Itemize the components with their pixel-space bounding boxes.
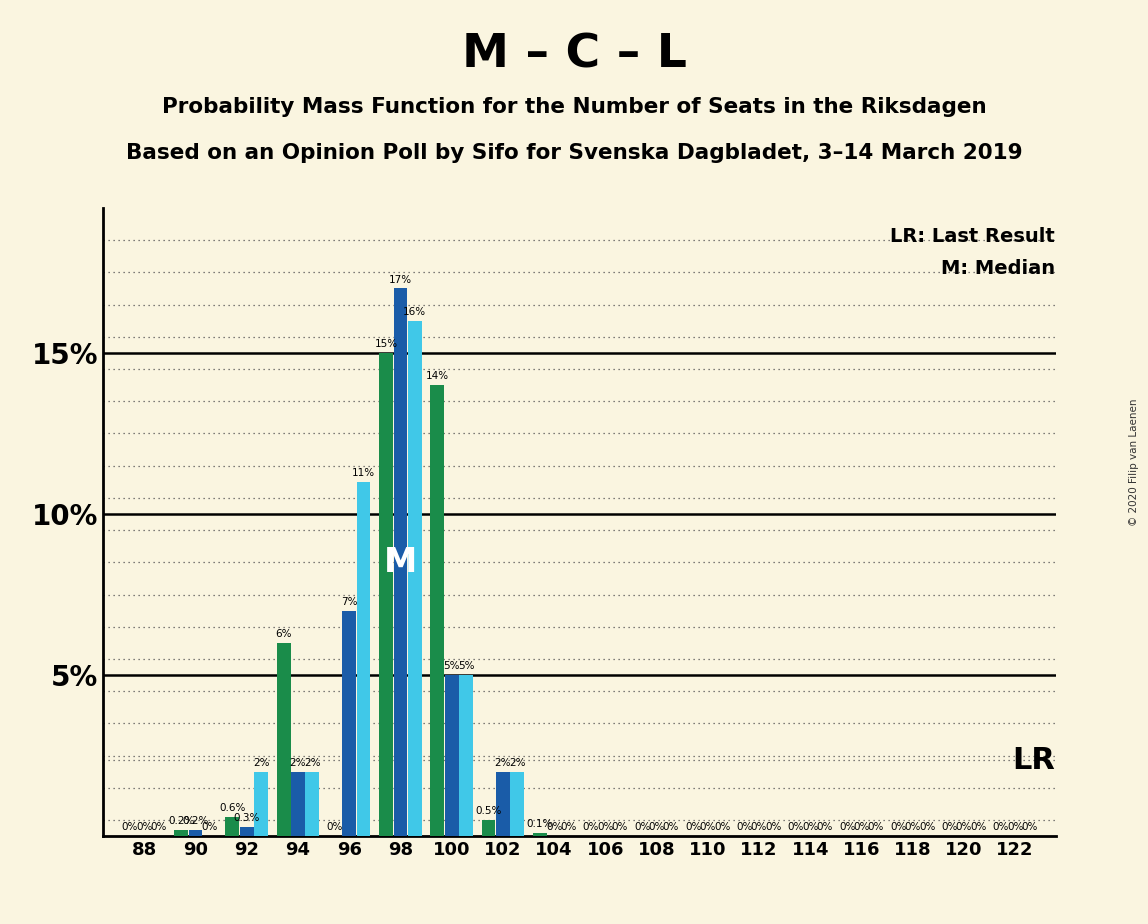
Bar xyxy=(533,833,546,836)
Text: 2%: 2% xyxy=(495,758,511,768)
Text: 0.5%: 0.5% xyxy=(475,807,502,816)
Text: 5%: 5% xyxy=(443,662,460,671)
Text: 0%: 0% xyxy=(634,822,651,833)
Text: 0%: 0% xyxy=(802,822,819,833)
Text: 0%: 0% xyxy=(327,822,343,833)
Bar xyxy=(357,481,371,836)
Text: 0%: 0% xyxy=(597,822,613,833)
Text: M: Median: M: Median xyxy=(941,260,1055,278)
Text: 0%: 0% xyxy=(685,822,701,833)
Bar xyxy=(444,675,458,836)
Bar xyxy=(459,675,473,836)
Bar xyxy=(305,772,319,836)
Bar xyxy=(188,830,202,836)
Text: 0%: 0% xyxy=(137,822,153,833)
Text: 0%: 0% xyxy=(890,822,907,833)
Text: 0%: 0% xyxy=(150,822,166,833)
Text: 0%: 0% xyxy=(202,822,218,833)
Text: 15%: 15% xyxy=(374,339,397,349)
Bar xyxy=(496,772,510,836)
Text: 0%: 0% xyxy=(766,822,782,833)
Text: 0%: 0% xyxy=(941,822,957,833)
Text: 0%: 0% xyxy=(868,822,884,833)
Text: M: M xyxy=(383,546,417,578)
Text: 0%: 0% xyxy=(546,822,563,833)
Text: 0%: 0% xyxy=(1022,822,1038,833)
Text: 2%: 2% xyxy=(509,758,526,768)
Text: © 2020 Filip van Laenen: © 2020 Filip van Laenen xyxy=(1130,398,1139,526)
Text: Based on an Opinion Poll by Sifo for Svenska Dagbladet, 3–14 March 2019: Based on an Opinion Poll by Sifo for Sve… xyxy=(125,143,1023,164)
Text: 0%: 0% xyxy=(993,822,1009,833)
Text: 0%: 0% xyxy=(122,822,138,833)
Text: M – C – L: M – C – L xyxy=(461,32,687,78)
Text: 0%: 0% xyxy=(649,822,665,833)
Bar xyxy=(379,353,393,836)
Text: 2%: 2% xyxy=(289,758,307,768)
Text: 2%: 2% xyxy=(253,758,270,768)
Text: 0%: 0% xyxy=(956,822,972,833)
Text: 0%: 0% xyxy=(1007,822,1023,833)
Text: 0%: 0% xyxy=(905,822,921,833)
Text: 16%: 16% xyxy=(403,307,426,317)
Text: 0.2%: 0.2% xyxy=(183,816,209,826)
Bar xyxy=(254,772,267,836)
Bar xyxy=(482,821,496,836)
Text: 0%: 0% xyxy=(816,822,832,833)
Text: 11%: 11% xyxy=(352,468,375,478)
Text: 7%: 7% xyxy=(341,597,357,607)
Text: 0%: 0% xyxy=(714,822,730,833)
Text: 0%: 0% xyxy=(751,822,767,833)
Text: Probability Mass Function for the Number of Seats in the Riksdagen: Probability Mass Function for the Number… xyxy=(162,97,986,117)
Text: 0%: 0% xyxy=(970,822,986,833)
Text: LR: Last Result: LR: Last Result xyxy=(891,227,1055,246)
Bar xyxy=(240,827,254,836)
Text: 0.1%: 0.1% xyxy=(527,820,553,829)
Bar xyxy=(342,611,356,836)
Text: 0.3%: 0.3% xyxy=(233,813,259,822)
Text: 0.2%: 0.2% xyxy=(168,816,194,826)
Text: 6%: 6% xyxy=(276,629,292,639)
Text: 0%: 0% xyxy=(839,822,855,833)
Text: 0%: 0% xyxy=(853,822,870,833)
Text: 0%: 0% xyxy=(788,822,804,833)
Text: 0%: 0% xyxy=(737,822,753,833)
Text: 0%: 0% xyxy=(699,822,716,833)
Bar xyxy=(174,830,188,836)
Bar xyxy=(225,817,239,836)
Text: 0%: 0% xyxy=(583,822,599,833)
Text: 14%: 14% xyxy=(426,371,449,382)
Bar xyxy=(408,321,421,836)
Bar xyxy=(430,385,444,836)
Text: 2%: 2% xyxy=(304,758,320,768)
Text: 0%: 0% xyxy=(612,822,628,833)
Bar xyxy=(292,772,305,836)
Text: 0%: 0% xyxy=(918,822,936,833)
Bar xyxy=(511,772,525,836)
Text: 0%: 0% xyxy=(560,822,576,833)
Bar xyxy=(394,288,408,836)
Text: 0.6%: 0.6% xyxy=(219,803,246,813)
Text: 5%: 5% xyxy=(458,662,474,671)
Text: LR: LR xyxy=(1013,746,1055,775)
Text: 0%: 0% xyxy=(662,822,680,833)
Bar xyxy=(277,643,290,836)
Text: 17%: 17% xyxy=(389,274,412,285)
